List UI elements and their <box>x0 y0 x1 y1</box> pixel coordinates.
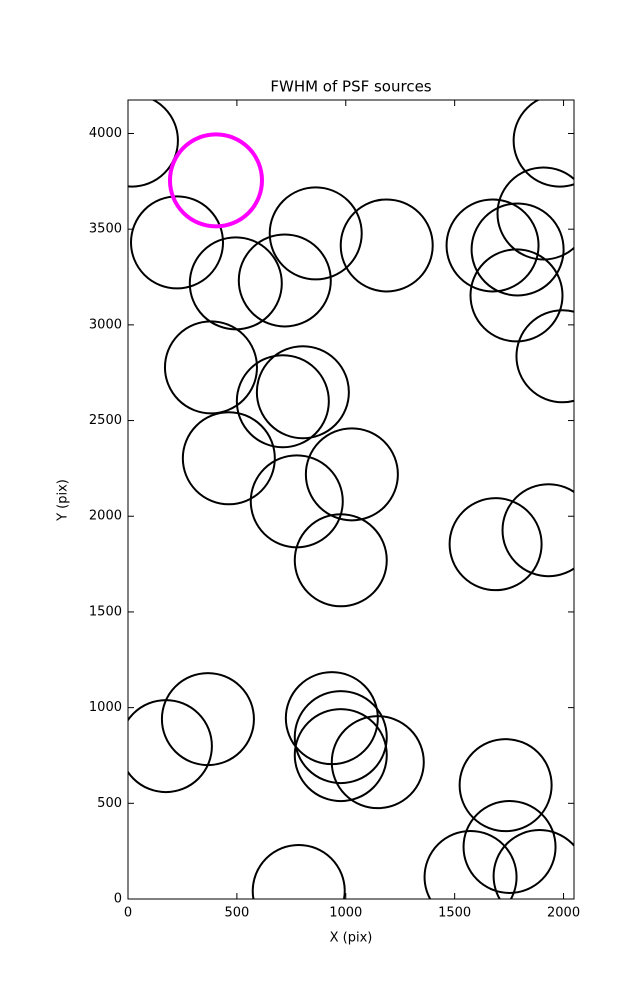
y-tick-label: 0 <box>114 892 122 907</box>
source-circle <box>128 100 179 188</box>
x-tick-label: 500 <box>224 906 249 921</box>
source-circle <box>339 198 434 293</box>
source-circle <box>496 166 574 261</box>
source-circle <box>469 248 564 343</box>
source-circle <box>251 843 346 899</box>
source-circle <box>462 799 557 894</box>
axes-frame <box>127 99 575 900</box>
y-tick-label: 3000 <box>89 317 122 332</box>
source-circle <box>293 513 388 608</box>
source-circle <box>249 454 344 549</box>
source-circle <box>235 354 330 449</box>
source-circle <box>129 195 224 290</box>
y-tick-label: 2000 <box>89 509 122 524</box>
source-circle <box>445 198 540 293</box>
source-circle <box>293 690 388 785</box>
source-circle <box>188 236 283 331</box>
y-tick-label: 2500 <box>89 413 122 428</box>
source-circle <box>515 309 574 404</box>
y-axis-label: Y (pix) <box>56 479 71 522</box>
y-tick-label: 4000 <box>89 126 122 141</box>
x-tick-label: 1000 <box>329 906 362 921</box>
source-circle <box>268 186 363 281</box>
y-tick-label: 1000 <box>89 700 122 715</box>
source-circle <box>160 672 255 767</box>
plot-area <box>128 100 574 899</box>
x-tick-label: 1500 <box>438 906 471 921</box>
source-circle <box>128 699 213 794</box>
source-circle <box>470 202 565 297</box>
source-circle <box>293 708 388 803</box>
source-circle <box>492 829 574 899</box>
y-tick-label: 500 <box>97 796 122 811</box>
x-axis-label: X (pix) <box>330 931 373 946</box>
source-circle <box>237 233 332 328</box>
source-circle <box>423 830 518 899</box>
source-circle <box>458 738 553 833</box>
source-circle <box>448 497 543 592</box>
source-circle <box>181 411 276 506</box>
x-tick-label: 0 <box>124 906 132 921</box>
source-circle <box>512 100 574 188</box>
chart-title: FWHM of PSF sources <box>270 78 431 96</box>
source-circle <box>163 320 258 415</box>
source-circle <box>501 483 574 578</box>
y-tick-label: 1500 <box>89 604 122 619</box>
source-circle <box>167 132 264 229</box>
x-tick-label: 2000 <box>547 906 580 921</box>
source-circle <box>304 427 399 522</box>
source-circle <box>330 715 425 810</box>
y-tick-label: 3500 <box>89 222 122 237</box>
source-circle <box>255 345 350 440</box>
